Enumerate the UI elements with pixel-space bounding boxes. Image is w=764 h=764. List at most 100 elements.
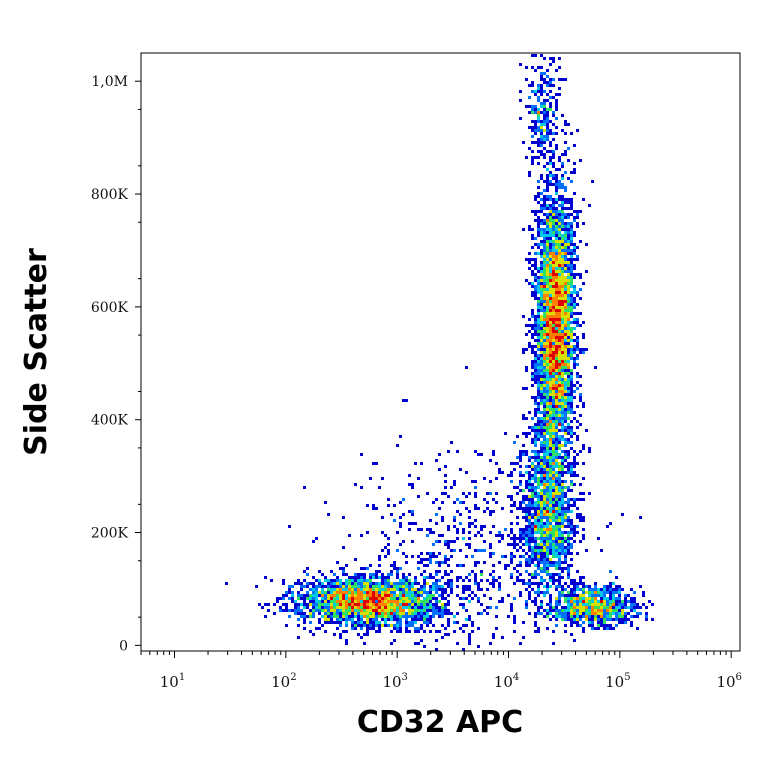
density-point (600, 618, 603, 621)
density-point (384, 576, 387, 579)
density-point (576, 624, 579, 627)
density-point (588, 585, 591, 588)
density-point (549, 441, 552, 444)
density-point (315, 579, 318, 582)
density-point (576, 585, 579, 588)
density-point (549, 273, 552, 276)
density-point (330, 609, 333, 612)
density-point (540, 270, 543, 273)
density-point (549, 306, 552, 309)
density-point (576, 216, 579, 219)
density-point (309, 603, 312, 606)
density-point (552, 252, 555, 255)
density-point (423, 591, 426, 594)
density-point (417, 627, 420, 630)
density-point (579, 384, 582, 387)
density-point (540, 555, 543, 558)
density-point (402, 615, 405, 618)
density-point (546, 564, 549, 567)
density-point (537, 525, 540, 528)
density-point (438, 585, 441, 588)
density-point (555, 390, 558, 393)
density-point (594, 582, 597, 585)
density-point (552, 423, 555, 426)
density-point (372, 612, 375, 615)
density-point (549, 150, 552, 153)
density-point (408, 483, 411, 486)
density-point (600, 612, 603, 615)
density-point (567, 333, 570, 336)
density-point (450, 486, 453, 489)
density-point (534, 294, 537, 297)
density-point (501, 555, 504, 558)
density-point (603, 624, 606, 627)
density-point (546, 609, 549, 612)
density-point (576, 609, 579, 612)
density-point (573, 609, 576, 612)
density-point (333, 594, 336, 597)
density-point (531, 351, 534, 354)
density-point (267, 603, 270, 606)
density-point (597, 600, 600, 603)
density-point (345, 585, 348, 588)
density-point (447, 612, 450, 615)
density-point (570, 252, 573, 255)
density-point (621, 618, 624, 621)
density-point (537, 552, 540, 555)
density-point (492, 576, 495, 579)
density-point (570, 390, 573, 393)
density-point (606, 612, 609, 615)
density-point (540, 66, 543, 69)
density-point (579, 351, 582, 354)
density-point (465, 618, 468, 621)
density-point (552, 579, 555, 582)
density-point (555, 615, 558, 618)
density-point (372, 576, 375, 579)
density-point (570, 306, 573, 309)
density-point (546, 318, 549, 321)
density-point (570, 483, 573, 486)
density-point (564, 357, 567, 360)
density-point (558, 198, 561, 201)
density-point (537, 267, 540, 270)
density-point (390, 624, 393, 627)
density-point (351, 606, 354, 609)
density-point (543, 480, 546, 483)
density-point (531, 549, 534, 552)
density-point (564, 303, 567, 306)
density-point (351, 585, 354, 588)
density-point (534, 504, 537, 507)
density-point (516, 462, 519, 465)
density-point (558, 429, 561, 432)
density-point (546, 492, 549, 495)
density-point (531, 282, 534, 285)
density-point (456, 528, 459, 531)
density-point (294, 600, 297, 603)
density-point (321, 582, 324, 585)
density-point (573, 474, 576, 477)
density-point (435, 600, 438, 603)
density-point (561, 252, 564, 255)
density-point (324, 615, 327, 618)
density-point (567, 378, 570, 381)
density-point (483, 540, 486, 543)
density-point (549, 459, 552, 462)
density-point (549, 345, 552, 348)
density-point (423, 558, 426, 561)
density-point (456, 537, 459, 540)
density-point (411, 624, 414, 627)
density-point (558, 255, 561, 258)
density-point (510, 471, 513, 474)
density-point (630, 597, 633, 600)
density-point (504, 528, 507, 531)
density-point (555, 600, 558, 603)
density-point (558, 240, 561, 243)
density-point (525, 348, 528, 351)
density-point (528, 585, 531, 588)
density-point (582, 612, 585, 615)
density-point (369, 606, 372, 609)
density-point (630, 609, 633, 612)
density-point (564, 123, 567, 126)
density-point (429, 621, 432, 624)
density-point (405, 588, 408, 591)
